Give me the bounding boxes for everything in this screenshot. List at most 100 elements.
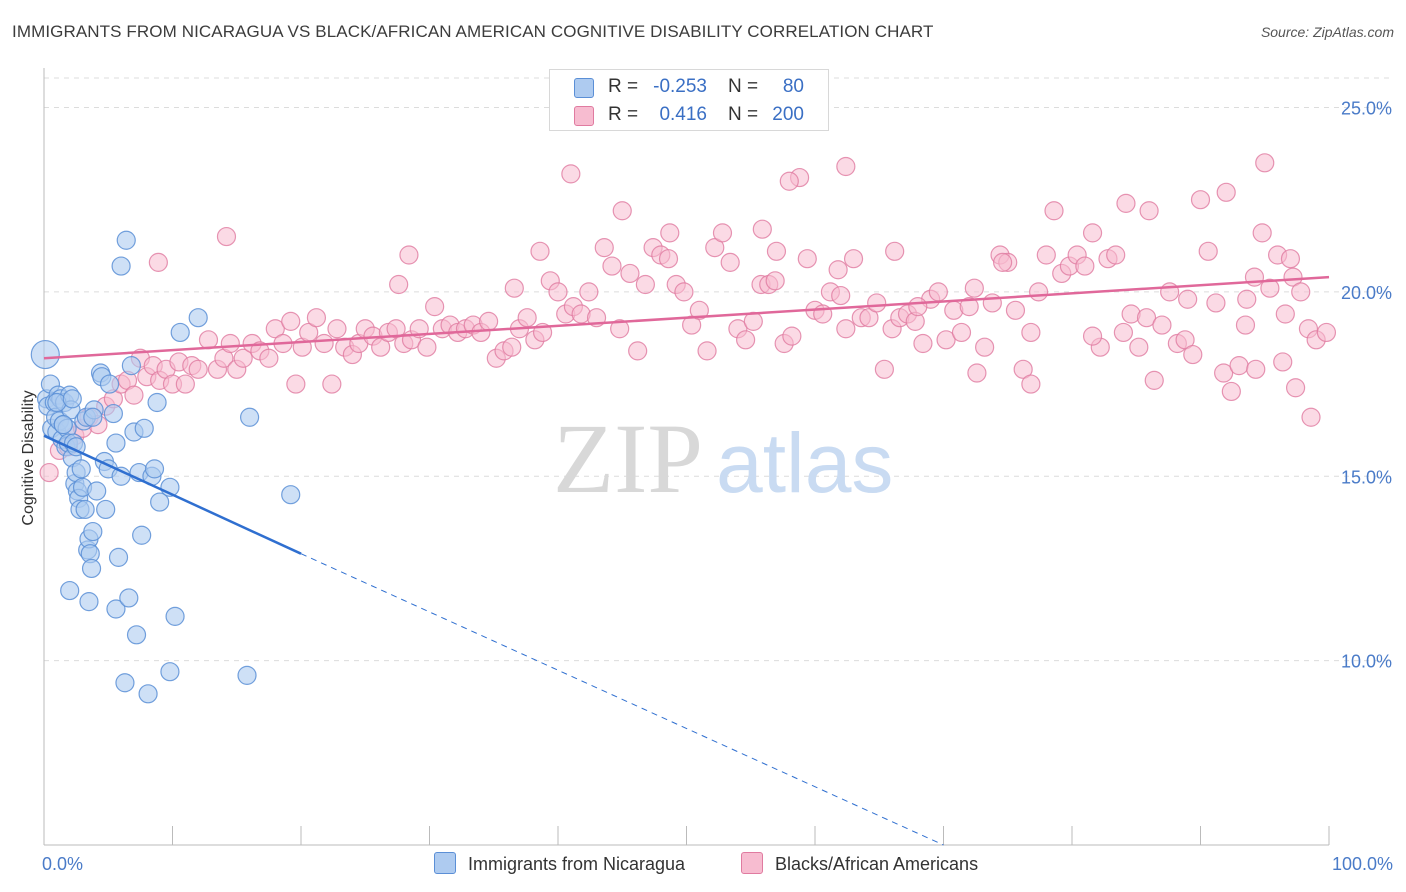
point-blacks [1183, 344, 1203, 365]
watermark: ZIP atlas [553, 403, 893, 514]
point-nicaragua [116, 230, 136, 250]
point-blacks [281, 311, 301, 331]
point-blacks [836, 156, 856, 177]
point-blacks [1283, 267, 1303, 287]
point-blacks [1273, 352, 1293, 372]
point-blacks [1021, 322, 1041, 343]
axes [43, 68, 1330, 846]
point-blacks [1280, 249, 1301, 269]
point-blacks [39, 462, 59, 483]
point-nicaragua [75, 499, 95, 520]
point-blacks [502, 337, 522, 357]
point-blacks [1285, 378, 1306, 398]
point-blacks [736, 330, 756, 350]
point-nicaragua [150, 492, 170, 512]
point-blacks [1152, 315, 1172, 335]
point-nicaragua [134, 418, 154, 438]
trend-lines [43, 275, 1330, 846]
point-blacks [697, 341, 717, 361]
point-blacks [1116, 193, 1136, 213]
point-blacks [399, 245, 419, 265]
legend-n-label: N = [728, 76, 759, 97]
point-nicaragua [115, 673, 135, 693]
point-blacks [1082, 223, 1103, 243]
point-blacks [752, 219, 772, 239]
point-nicaragua [281, 485, 301, 505]
point-blacks [548, 282, 568, 302]
point-blacks [198, 330, 219, 350]
point-blacks [322, 374, 342, 394]
chart-title: IMMIGRANTS FROM NICARAGUA VS BLACK/AFRIC… [12, 22, 934, 41]
point-blacks [658, 249, 679, 269]
point-blacks [265, 319, 285, 339]
point-blacks [620, 263, 640, 284]
y-tick-label: 25.0% [1341, 99, 1392, 119]
point-blacks [967, 363, 987, 383]
series-nicaragua-points [30, 230, 301, 704]
point-blacks [124, 385, 144, 405]
point-blacks [425, 297, 445, 317]
bottom-legend-nicaragua: Immigrants from Nicaragua [434, 852, 685, 875]
point-blacks [306, 308, 327, 328]
point-blacks [1139, 201, 1159, 221]
point-nicaragua [53, 415, 73, 435]
point-blacks [610, 319, 630, 339]
point-nicaragua [83, 521, 103, 542]
point-nicaragua [138, 684, 158, 704]
point-nicaragua [240, 407, 260, 427]
point-blacks [517, 308, 537, 328]
point-blacks [1190, 190, 1211, 210]
point-nicaragua [60, 580, 80, 601]
point-nicaragua [144, 459, 165, 479]
point-nicaragua [165, 606, 185, 626]
point-blacks [579, 282, 599, 302]
point-blacks [417, 337, 437, 357]
bottom-legend-blacks: Blacks/African Americans [741, 852, 978, 875]
point-blacks [314, 333, 334, 354]
point-nicaragua [111, 256, 131, 276]
point-blacks [660, 223, 680, 243]
point-blacks [175, 374, 195, 394]
point-blacks [797, 249, 817, 269]
point-blacks [259, 348, 279, 368]
point-nicaragua [62, 389, 82, 409]
trend-line-nicaragua-extension [300, 553, 944, 846]
point-nicaragua [79, 592, 99, 612]
point-blacks [1291, 282, 1311, 302]
point-blacks [1301, 407, 1321, 427]
point-blacks [1206, 293, 1226, 313]
bottom-legend-label-blacks: Blacks/African Americans [775, 854, 979, 874]
point-blacks [1198, 241, 1218, 261]
point-blacks [1178, 289, 1198, 309]
legend-swatch-blacks [574, 106, 594, 126]
point-blacks [1235, 315, 1256, 335]
legend-row-blacks: R = 0.416 N = 200 [550, 101, 828, 129]
tick-labels: 10.0% 15.0% 20.0% 25.0% 0.0% 100.0% [42, 99, 1393, 875]
legend-swatch-nicaragua [574, 78, 594, 98]
point-blacks [1237, 289, 1257, 309]
point-blacks [1136, 308, 1157, 328]
point-blacks [982, 293, 1002, 313]
point-blacks [1175, 330, 1195, 350]
point-nicaragua [119, 588, 139, 608]
point-nicaragua [87, 481, 107, 501]
point-blacks [1013, 359, 1033, 379]
point-blacks [1028, 282, 1049, 302]
legend-n-value: 200 [772, 104, 804, 125]
point-nicaragua [106, 433, 126, 453]
legend-box: R = -0.253 N = 80 R = 0.416 N = 200 [549, 69, 829, 131]
point-blacks [1021, 374, 1041, 394]
point-blacks [993, 252, 1013, 272]
legend-n-value: 80 [782, 76, 804, 97]
point-blacks [689, 300, 709, 320]
point-blacks [530, 241, 550, 261]
point-blacks [612, 201, 632, 221]
y-tick-label: 20.0% [1341, 283, 1392, 303]
bottom-legend-swatch-blacks [741, 852, 763, 874]
point-blacks [1129, 337, 1149, 357]
point-blacks [389, 274, 409, 295]
legend-r-value: -0.253 [653, 76, 707, 97]
point-blacks [1229, 356, 1249, 376]
watermark-zip: ZIP [553, 403, 703, 514]
point-nicaragua [188, 308, 208, 328]
